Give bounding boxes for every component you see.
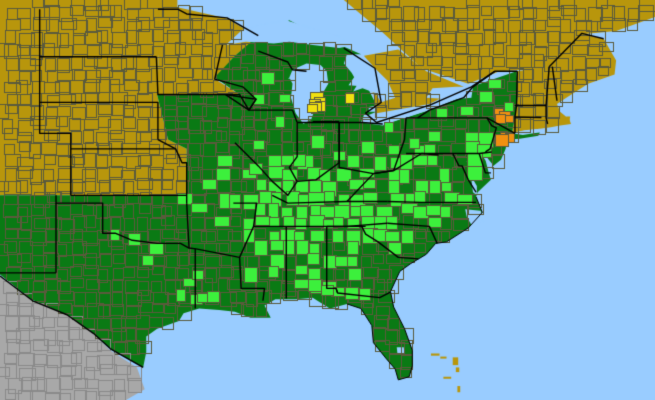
map-canvas xyxy=(0,0,655,400)
distribution-map: County distribution map of the eastern U… xyxy=(0,0,655,400)
